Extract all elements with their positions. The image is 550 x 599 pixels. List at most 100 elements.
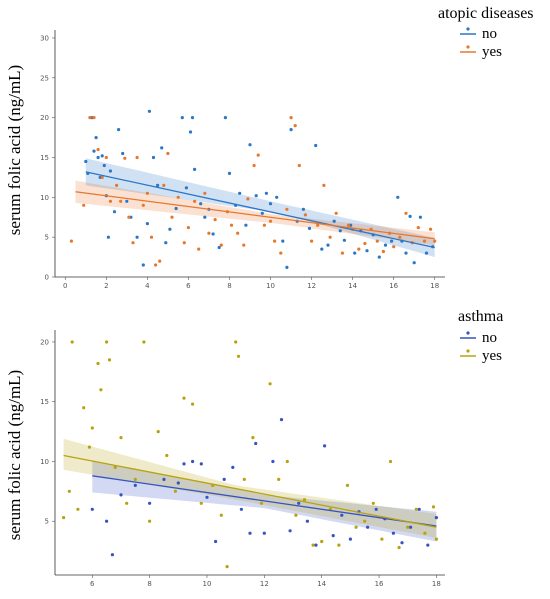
point-atopic-yes [303, 213, 307, 217]
point-atopic-no [307, 226, 312, 230]
point-asthma-no [148, 501, 152, 505]
fit-line-asthma-no [92, 475, 437, 527]
point-atopic-yes [119, 199, 123, 203]
point-asthma-no [434, 516, 438, 520]
legend-label-no-asthma: no [482, 330, 497, 346]
point-atopic-yes [96, 147, 100, 152]
point-atopic-no [102, 163, 106, 168]
point-atopic-yes [429, 227, 433, 231]
point-atopic-no [145, 222, 149, 226]
point-atopic-yes [310, 239, 314, 243]
point-atopic-no [184, 186, 188, 190]
point-asthma-yes [406, 525, 410, 529]
point-atopic-yes [256, 153, 260, 157]
legend-item-yes-asthma: yes [460, 348, 502, 364]
legend-dot-yes [466, 45, 470, 49]
point-atopic-no [96, 155, 100, 160]
point-asthma-yes [199, 501, 203, 505]
point-atopic-yes [322, 183, 326, 187]
point-atopic-no [94, 136, 98, 140]
point-atopic-no [199, 202, 203, 206]
point-atopic-yes [219, 243, 223, 247]
fit-lines-asthma [63, 454, 437, 528]
point-asthma-no [409, 525, 413, 529]
point-asthma-yes [414, 507, 418, 511]
point-asthma-yes [219, 513, 223, 517]
point-atopic-no [188, 130, 193, 134]
x-tick-label-atopic: 0 [63, 282, 67, 290]
point-atopic-no [260, 211, 264, 215]
point-atopic-yes [273, 239, 277, 243]
point-atopic-no [412, 261, 416, 265]
point-atopic-yes [392, 245, 396, 249]
point-atopic-no [396, 195, 400, 199]
x-tick-label-atopic: 18 [430, 282, 439, 290]
x-tick-label-asthma: 8 [147, 580, 151, 588]
point-atopic-no [418, 215, 422, 219]
point-atopic-no [92, 149, 96, 153]
point-atopic-yes [141, 203, 145, 207]
point-asthma-yes [380, 537, 384, 541]
point-atopic-yes [340, 251, 344, 255]
point-atopic-yes [149, 235, 154, 239]
x-tick-label-atopic: 12 [307, 282, 316, 290]
fit-line-atopic-no [85, 171, 435, 249]
point-atopic-no [268, 202, 273, 206]
point-asthma-yes [142, 340, 146, 344]
point-asthma-yes [268, 382, 272, 386]
point-atopic-no [338, 229, 342, 233]
point-atopic-no [408, 214, 412, 218]
point-asthma-yes [354, 525, 358, 529]
point-atopic-no [193, 167, 197, 171]
point-atopic-no [223, 116, 227, 120]
y-tick-label-atopic: 15 [40, 154, 49, 162]
point-atopic-no [289, 128, 293, 132]
point-atopic-yes [104, 155, 108, 160]
ci-band-atopic-yes [75, 180, 435, 246]
fit-line-atopic-yes [75, 191, 435, 240]
x-tick-label-atopic: 16 [389, 282, 398, 290]
point-asthma-yes [345, 483, 350, 487]
point-asthma-no [199, 462, 203, 466]
point-atopic-yes [176, 195, 180, 199]
legend-item-no: no [460, 26, 497, 42]
point-atopic-yes [162, 183, 166, 187]
point-asthma-yes [173, 489, 177, 493]
point-asthma-no [366, 525, 370, 529]
point-atopic-yes [375, 239, 379, 243]
point-asthma-yes [397, 545, 401, 550]
point-atopic-yes [197, 247, 201, 251]
point-asthma-yes [148, 519, 152, 523]
point-asthma-yes [119, 436, 123, 440]
point-atopic-no [227, 171, 232, 175]
point-atopic-no [301, 207, 305, 211]
point-asthma-yes [423, 531, 427, 535]
point-atopic-no [108, 169, 112, 173]
point-atopic-yes [203, 191, 207, 195]
point-atopic-no [217, 245, 221, 250]
x-tick-label-atopic: 6 [186, 282, 191, 290]
point-asthma-yes [113, 465, 117, 469]
point-asthma-yes [87, 445, 91, 449]
y-tick-label-atopic: 25 [40, 74, 49, 82]
point-atopic-yes [229, 223, 234, 227]
point-atopic-no [174, 206, 178, 211]
point-asthma-yes [371, 501, 375, 505]
point-asthma-no [248, 531, 252, 535]
point-atopic-yes [186, 226, 190, 230]
legend-dot-no [466, 27, 470, 31]
y-tick-label-atopic: 5 [45, 234, 49, 242]
point-atopic-no [285, 265, 289, 269]
point-asthma-yes [311, 543, 315, 547]
point-asthma-no [231, 465, 235, 469]
point-asthma-yes [431, 505, 436, 509]
point-asthma-no [176, 481, 180, 485]
point-asthma-no [331, 534, 335, 538]
point-asthma-yes [107, 358, 112, 362]
fit-lines-atopic [75, 171, 435, 249]
point-atopic-yes [363, 241, 367, 246]
point-asthma-no [391, 531, 395, 535]
point-atopic-yes [328, 235, 332, 239]
point-asthma-no [90, 507, 94, 511]
